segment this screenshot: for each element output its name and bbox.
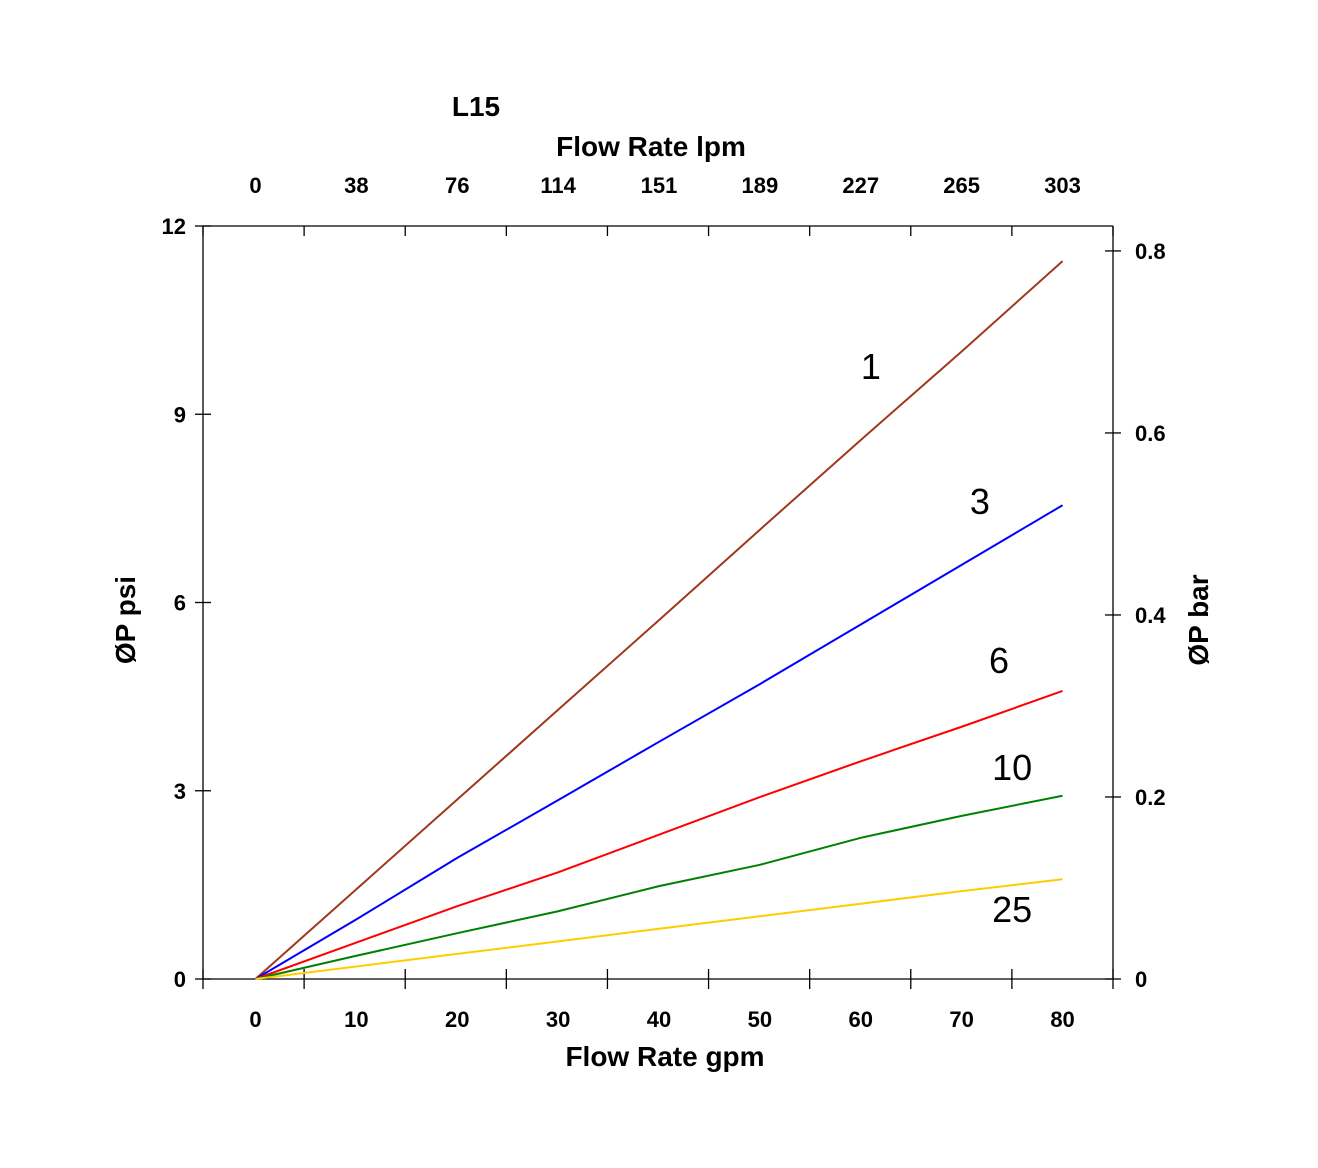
left-tick-label: 6 <box>174 591 186 616</box>
top-tick-label: 303 <box>1044 173 1081 198</box>
top-tick-label: 151 <box>641 173 678 198</box>
bottom-tick-label: 40 <box>647 1007 671 1032</box>
top-tick-label: 265 <box>943 173 980 198</box>
bottom-tick-label: 20 <box>445 1007 469 1032</box>
bottom-tick-label: 10 <box>344 1007 368 1032</box>
bottom-tick-label: 50 <box>748 1007 772 1032</box>
left-axis-title: ØP psi <box>110 576 141 664</box>
series-line-6 <box>255 690 1063 980</box>
series-line-25 <box>255 878 1063 980</box>
series-line-10 <box>255 794 1063 980</box>
left-tick-label: 3 <box>174 779 186 804</box>
series-line-3 <box>254 504 1064 980</box>
series-label-1: 1 <box>861 346 881 387</box>
left-tick-label: 12 <box>162 214 186 239</box>
chart-title: L15 <box>452 91 500 122</box>
right-tick-label: 0.8 <box>1135 239 1166 264</box>
series-label-25: 25 <box>992 889 1032 930</box>
bottom-tick-label: 80 <box>1050 1007 1074 1032</box>
series-label-10: 10 <box>992 747 1032 788</box>
bottom-tick-label: 0 <box>249 1007 261 1032</box>
top-tick-label: 0 <box>249 173 261 198</box>
top-tick-label: 38 <box>344 173 368 198</box>
bottom-tick-label: 70 <box>949 1007 973 1032</box>
series-label-3: 3 <box>970 481 990 522</box>
right-tick-label: 0 <box>1135 967 1147 992</box>
top-tick-label: 114 <box>540 173 576 198</box>
top-axis-title: Flow Rate lpm <box>556 131 746 162</box>
left-tick-label: 0 <box>174 967 186 992</box>
series-label-6: 6 <box>989 640 1009 681</box>
right-tick-label: 0.6 <box>1135 421 1166 446</box>
right-tick-label: 0.2 <box>1135 785 1166 810</box>
top-tick-label: 227 <box>842 173 879 198</box>
series-line-1 <box>254 260 1064 980</box>
bottom-tick-label: 30 <box>546 1007 570 1032</box>
top-tick-label: 189 <box>742 173 779 198</box>
top-tick-label: 76 <box>445 173 469 198</box>
right-tick-label: 0.4 <box>1135 603 1166 628</box>
series-group: 1 3 6 10 25 <box>254 260 1064 980</box>
right-axis-title: ØP bar <box>1183 574 1214 665</box>
bottom-axis-title: Flow Rate gpm <box>565 1041 764 1072</box>
bottom-tick-label: 60 <box>849 1007 873 1032</box>
axes: 0010382076301144015150189602277026580303… <box>162 173 1167 1032</box>
left-tick-label: 9 <box>174 402 186 427</box>
